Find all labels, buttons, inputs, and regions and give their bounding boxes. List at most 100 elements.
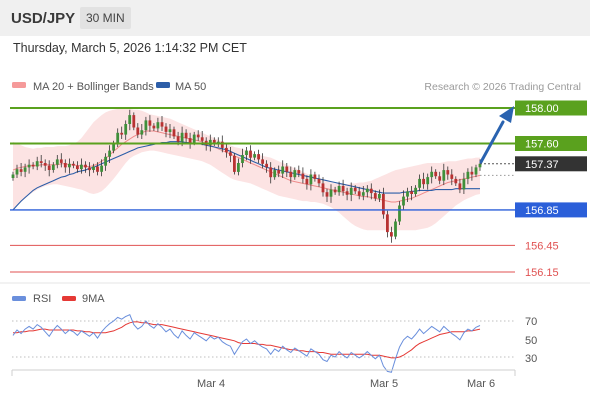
rsi-legend-label: RSI bbox=[33, 293, 51, 305]
candle-body-down bbox=[160, 122, 164, 127]
candle-body-up bbox=[51, 164, 55, 170]
candle-body-down bbox=[200, 137, 204, 141]
candle-body-up bbox=[128, 115, 132, 124]
candle-body-up bbox=[124, 124, 128, 135]
ma50-legend-swatch bbox=[156, 82, 170, 88]
candle-body-up bbox=[253, 154, 256, 158]
candle-body-up bbox=[15, 169, 19, 175]
candle-body-up bbox=[394, 221, 397, 237]
candle-body-down bbox=[19, 169, 23, 172]
timeframe-selector[interactable]: 30 MIN bbox=[80, 7, 131, 29]
rsi-layer bbox=[12, 314, 515, 373]
candle-body-down bbox=[76, 165, 79, 170]
candle-body-down bbox=[212, 139, 216, 144]
bollinger-legend-swatch bbox=[12, 82, 26, 88]
candle-body-down bbox=[188, 138, 192, 143]
candle-body-up bbox=[140, 130, 144, 135]
candle-body-down bbox=[220, 141, 224, 148]
candle-body-up bbox=[426, 177, 430, 185]
candle-body-down bbox=[72, 163, 75, 166]
forecast-arrow-head bbox=[499, 106, 514, 123]
candle-body-down bbox=[305, 178, 309, 185]
candle-body-down bbox=[410, 191, 413, 194]
candle-body-down bbox=[88, 167, 91, 171]
candle-body-down bbox=[225, 147, 228, 153]
candle-body-down bbox=[345, 191, 349, 195]
level-158-00-tag bbox=[515, 100, 587, 116]
candle-body-up bbox=[466, 171, 470, 179]
candle-body-down bbox=[438, 176, 442, 181]
candle-body-up bbox=[273, 170, 277, 178]
candle-body-up bbox=[414, 187, 417, 194]
candle-body-down bbox=[277, 170, 281, 174]
candle-body-up bbox=[474, 167, 478, 175]
candle-body-up bbox=[245, 150, 248, 155]
candle-body-down bbox=[446, 170, 450, 175]
candle-body-down bbox=[176, 136, 180, 142]
ma9-legend-label: 9MA bbox=[82, 293, 105, 305]
bollinger-legend-label: MA 20 + Bollinger Bands bbox=[33, 81, 154, 93]
ma9-legend-swatch bbox=[62, 296, 76, 301]
candle-body-up bbox=[11, 174, 15, 178]
candle-body-down bbox=[321, 183, 325, 193]
candle-body-down bbox=[357, 191, 361, 196]
candle-body-up bbox=[112, 143, 115, 151]
bollinger-band-layer bbox=[13, 108, 480, 231]
chart-datetime: Thursday, March 5, 2026 1:14:32 PM CET bbox=[13, 41, 247, 55]
rsi-tick-70: 70 bbox=[525, 316, 537, 328]
level-156-85-tag bbox=[515, 202, 587, 218]
rsi-legend-swatch bbox=[12, 296, 26, 301]
candle-body-up bbox=[192, 134, 196, 143]
candle-body-down bbox=[317, 178, 321, 184]
x-label-mar5: Mar 5 bbox=[370, 378, 398, 390]
candle-body-up bbox=[156, 122, 160, 129]
candle-body-down bbox=[84, 164, 87, 168]
candle-body-up bbox=[398, 205, 401, 222]
candle-body-up bbox=[144, 120, 148, 131]
candle-body-down bbox=[373, 193, 377, 199]
candle-body-up bbox=[293, 170, 297, 178]
candle-body-down bbox=[269, 167, 273, 178]
candle-body-down bbox=[458, 183, 462, 190]
candle-body-up bbox=[27, 164, 31, 168]
candle-body-up bbox=[116, 132, 120, 144]
candle-body-up bbox=[23, 167, 27, 172]
forecast-arrow-layer bbox=[479, 106, 514, 164]
candle-body-down bbox=[39, 161, 43, 163]
candle-body-up bbox=[168, 129, 172, 132]
candle-body-down bbox=[470, 171, 474, 175]
x-label-mar6: Mar 6 bbox=[467, 378, 495, 390]
candle-body-down bbox=[120, 132, 124, 135]
level-157-37-tag bbox=[515, 156, 587, 172]
candle-body-up bbox=[349, 187, 353, 195]
rsi-line bbox=[12, 314, 481, 373]
candle-body-down bbox=[172, 129, 176, 137]
candle-body-down bbox=[249, 150, 252, 158]
candle-body-up bbox=[309, 174, 313, 185]
candle-body-down bbox=[136, 127, 140, 135]
candle-body-down bbox=[386, 214, 389, 233]
level-158-00-label: 158.00 bbox=[525, 103, 559, 115]
rsi-tick-30: 30 bbox=[525, 353, 537, 365]
candle-body-down bbox=[450, 174, 454, 179]
candle-body-down bbox=[341, 186, 345, 192]
level-157-60-label: 157.60 bbox=[525, 139, 559, 151]
candle-body-down bbox=[132, 115, 136, 128]
candle-body-up bbox=[378, 194, 381, 199]
chart-header: USD/JPY 30 MIN bbox=[0, 0, 590, 36]
candle-body-up bbox=[180, 132, 184, 142]
candle-body-down bbox=[43, 163, 47, 166]
candle-body-up bbox=[237, 163, 240, 172]
candle-body-up bbox=[55, 159, 59, 165]
candle-body-down bbox=[333, 189, 337, 193]
candle-body-down bbox=[369, 188, 373, 194]
candle-body-down bbox=[196, 134, 200, 138]
candle-body-up bbox=[418, 178, 421, 188]
candle-body-down bbox=[285, 166, 289, 172]
candle-body-down bbox=[325, 192, 329, 197]
candle-body-down bbox=[289, 171, 293, 178]
candle-body-down bbox=[265, 163, 268, 168]
candle-body-down bbox=[382, 194, 385, 215]
candle-body-up bbox=[281, 166, 285, 174]
